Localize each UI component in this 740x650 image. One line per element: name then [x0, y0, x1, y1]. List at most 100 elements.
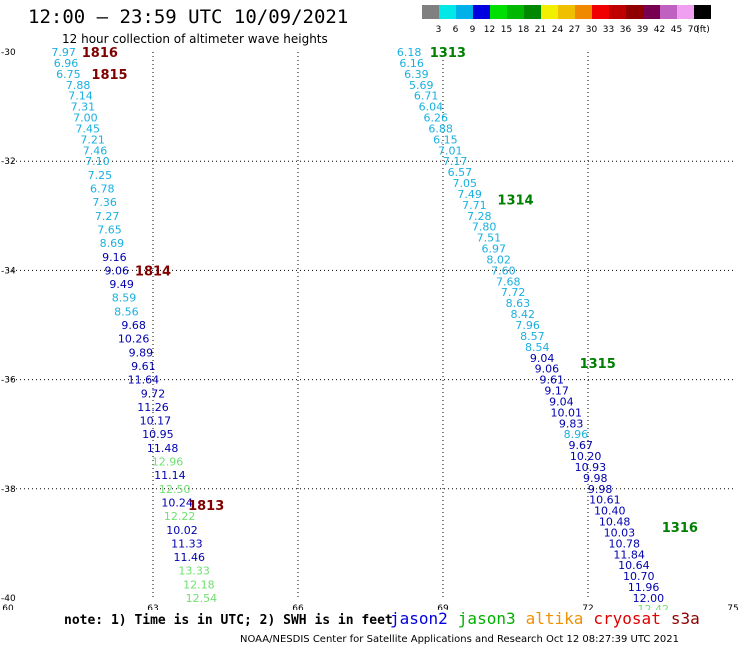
wave-height-value: 6.26 — [424, 112, 449, 125]
wave-height-value: 7.25 — [88, 169, 113, 182]
wave-height-value: 12.54 — [186, 592, 218, 605]
wave-height-value: 7.97 — [51, 46, 76, 59]
lon-tick-label: 72 — [582, 604, 593, 610]
satellite-legend: jason2 jason3 altika cryosat s3a — [390, 609, 710, 628]
wave-height-value: 10.48 — [599, 516, 631, 529]
wave-height-value: 9.49 — [109, 278, 134, 291]
satellite-cryosat: cryosat — [593, 609, 661, 628]
wave-height-value: 7.46 — [83, 144, 108, 157]
wave-height-value: 7.96 — [515, 319, 540, 332]
lat-tick-label: -40 — [1, 594, 16, 604]
legend-swatch — [609, 5, 626, 19]
map-title: 12:00 – 23:59 UTC 10/09/2021 — [28, 6, 349, 28]
lon-tick-label: 63 — [147, 604, 158, 610]
wave-height-value: 7.21 — [80, 133, 105, 146]
wave-height-value: 10.02 — [166, 524, 198, 537]
wave-height-value: 6.75 — [56, 68, 81, 81]
legend-swatch — [592, 5, 609, 19]
wave-height-value: 9.72 — [141, 387, 166, 400]
wave-height-value: 7.17 — [443, 155, 468, 168]
wave-height-value: 10.17 — [140, 415, 172, 428]
footnote: note: 1) Time is in UTC; 2) SWH is in fe… — [64, 613, 393, 628]
wave-height-value: 6.15 — [433, 133, 458, 146]
wave-height-value: 7.27 — [95, 210, 120, 223]
satellite-jason3: jason3 — [457, 609, 516, 628]
wave-height-value: 7.71 — [462, 199, 487, 212]
orbit-pass-label: 1315 — [580, 357, 616, 372]
wave-height-value: 6.04 — [419, 101, 444, 114]
legend-label: 36 — [620, 25, 632, 35]
wave-height-value: 12.00 — [633, 592, 665, 605]
legend-swatch — [541, 5, 558, 19]
satellite-altika: altika — [525, 609, 584, 628]
legend-label: 12 — [484, 25, 495, 35]
legend-swatch — [694, 5, 711, 19]
orbit-pass-label: 1815 — [91, 68, 127, 83]
legend-swatch — [558, 5, 575, 19]
wave-height-value: 11.84 — [613, 548, 645, 561]
wave-height-value: 9.61 — [540, 374, 565, 387]
wave-height-value: 7.45 — [76, 122, 101, 135]
wave-height-value: 9.04 — [549, 395, 574, 408]
wave-height-value: 9.61 — [131, 360, 156, 373]
wave-height-value: 12.22 — [164, 510, 196, 523]
wave-height-value: 7.65 — [97, 223, 122, 236]
wave-height-value: 6.18 — [397, 46, 422, 59]
wave-height-value: 10.20 — [570, 450, 602, 463]
wave-height-value: 8.56 — [114, 305, 139, 318]
wave-height-value: 7.72 — [501, 286, 526, 299]
wave-height-value: 9.98 — [588, 483, 613, 496]
wave-height-value: 12.50 — [159, 483, 191, 496]
wave-height-value: 7.49 — [457, 188, 482, 201]
wave-height-value: 7.05 — [453, 177, 478, 190]
legend-label: 15 — [501, 25, 512, 35]
track-east: 6.186.166.395.696.716.046.266.886.157.01… — [397, 46, 698, 610]
wave-height-value: 7.68 — [496, 275, 521, 288]
wave-height-value: 11.14 — [154, 469, 186, 482]
legend-swatch — [643, 5, 660, 19]
wave-height-value: 11.26 — [137, 401, 169, 414]
credit-line: NOAA/NESDIS Center for Satellite Applica… — [240, 634, 679, 645]
lon-tick-label: 60 — [2, 604, 14, 610]
lat-tick-label: -38 — [1, 485, 16, 495]
wave-height-value: 9.98 — [583, 472, 608, 485]
wave-height-value: 7.01 — [438, 144, 463, 157]
wave-height-value: 8.57 — [520, 330, 545, 343]
wave-height-value: 10.03 — [604, 526, 636, 539]
wave-height-value: 13.33 — [178, 565, 210, 578]
wave-height-value: 11.64 — [128, 374, 160, 387]
legend-swatch — [490, 5, 507, 19]
wave-height-value: 8.96 — [564, 428, 589, 441]
legend-swatch — [660, 5, 677, 19]
wave-height-value: 7.51 — [477, 232, 502, 245]
lat-tick-label: -34 — [1, 266, 16, 276]
legend-swatch — [439, 5, 456, 19]
wave-height-value: 9.16 — [102, 251, 127, 264]
altimeter-map: 60 63 66 69 72 75-30-32-34-36-38-407.976.966.… — [1, 46, 739, 610]
wave-height-value: 9.06 — [535, 363, 560, 376]
wave-height-value: 9.67 — [569, 439, 594, 452]
wave-height-value: 10.01 — [551, 406, 583, 419]
wave-height-value: 9.06 — [105, 264, 130, 277]
wave-height-value: 10.78 — [609, 537, 641, 550]
wave-height-value: 7.88 — [66, 79, 91, 92]
legend-swatch — [524, 5, 541, 19]
legend-label: 3 — [436, 25, 442, 35]
wave-height-value: 10.26 — [118, 333, 150, 346]
legend-swatch — [507, 5, 524, 19]
orbit-pass-label: 1813 — [188, 499, 224, 514]
wave-height-value: 10.95 — [142, 428, 174, 441]
wave-height-value: 6.88 — [428, 122, 453, 135]
wave-height-value: 9.89 — [129, 346, 154, 359]
map-subtitle: 12 hour collection of altimeter wave hei… — [62, 32, 328, 46]
wave-height-value: 7.36 — [92, 196, 117, 209]
wave-height-value: 8.42 — [511, 308, 536, 321]
wave-height-value: 11.48 — [147, 442, 179, 455]
wave-height-value: 8.59 — [112, 292, 137, 305]
wave-height-value: 7.31 — [71, 101, 96, 114]
wave-height-value: 6.16 — [399, 57, 424, 70]
wave-height-value: 7.60 — [491, 264, 516, 277]
wave-height-value: 10.70 — [623, 570, 655, 583]
wave-height-value: 11.96 — [628, 581, 660, 594]
wave-height-value: 6.78 — [90, 183, 115, 196]
